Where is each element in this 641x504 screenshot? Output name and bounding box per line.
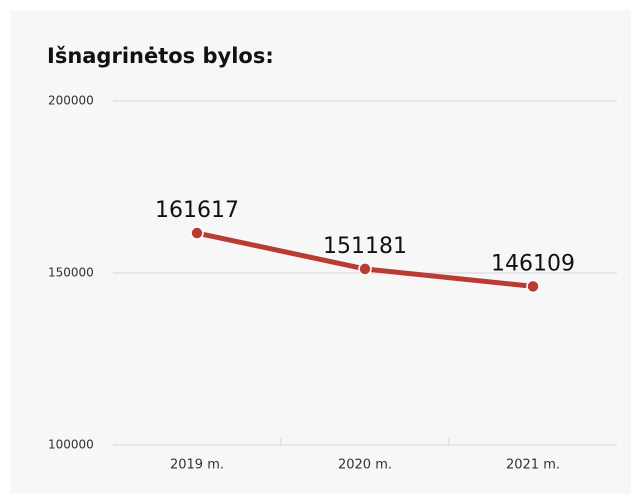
y-tick-label: 200000 (48, 94, 94, 108)
x-tick-label: 2020 m. (338, 458, 392, 473)
data-label: 151181 (323, 234, 407, 259)
x-tick-label: 2021 m. (506, 458, 560, 473)
data-label: 146109 (491, 251, 575, 276)
point (358, 262, 372, 276)
point (190, 226, 204, 240)
data-label: 161617 (155, 198, 239, 223)
x-tick-label: 2019 m. (170, 458, 224, 473)
chart-panel (10, 10, 631, 494)
chart-title: Išnagrinėtos bylos: (47, 44, 274, 68)
y-tick-label: 100000 (48, 438, 94, 452)
y-tick-label: 150000 (48, 266, 94, 280)
point (526, 279, 540, 294)
